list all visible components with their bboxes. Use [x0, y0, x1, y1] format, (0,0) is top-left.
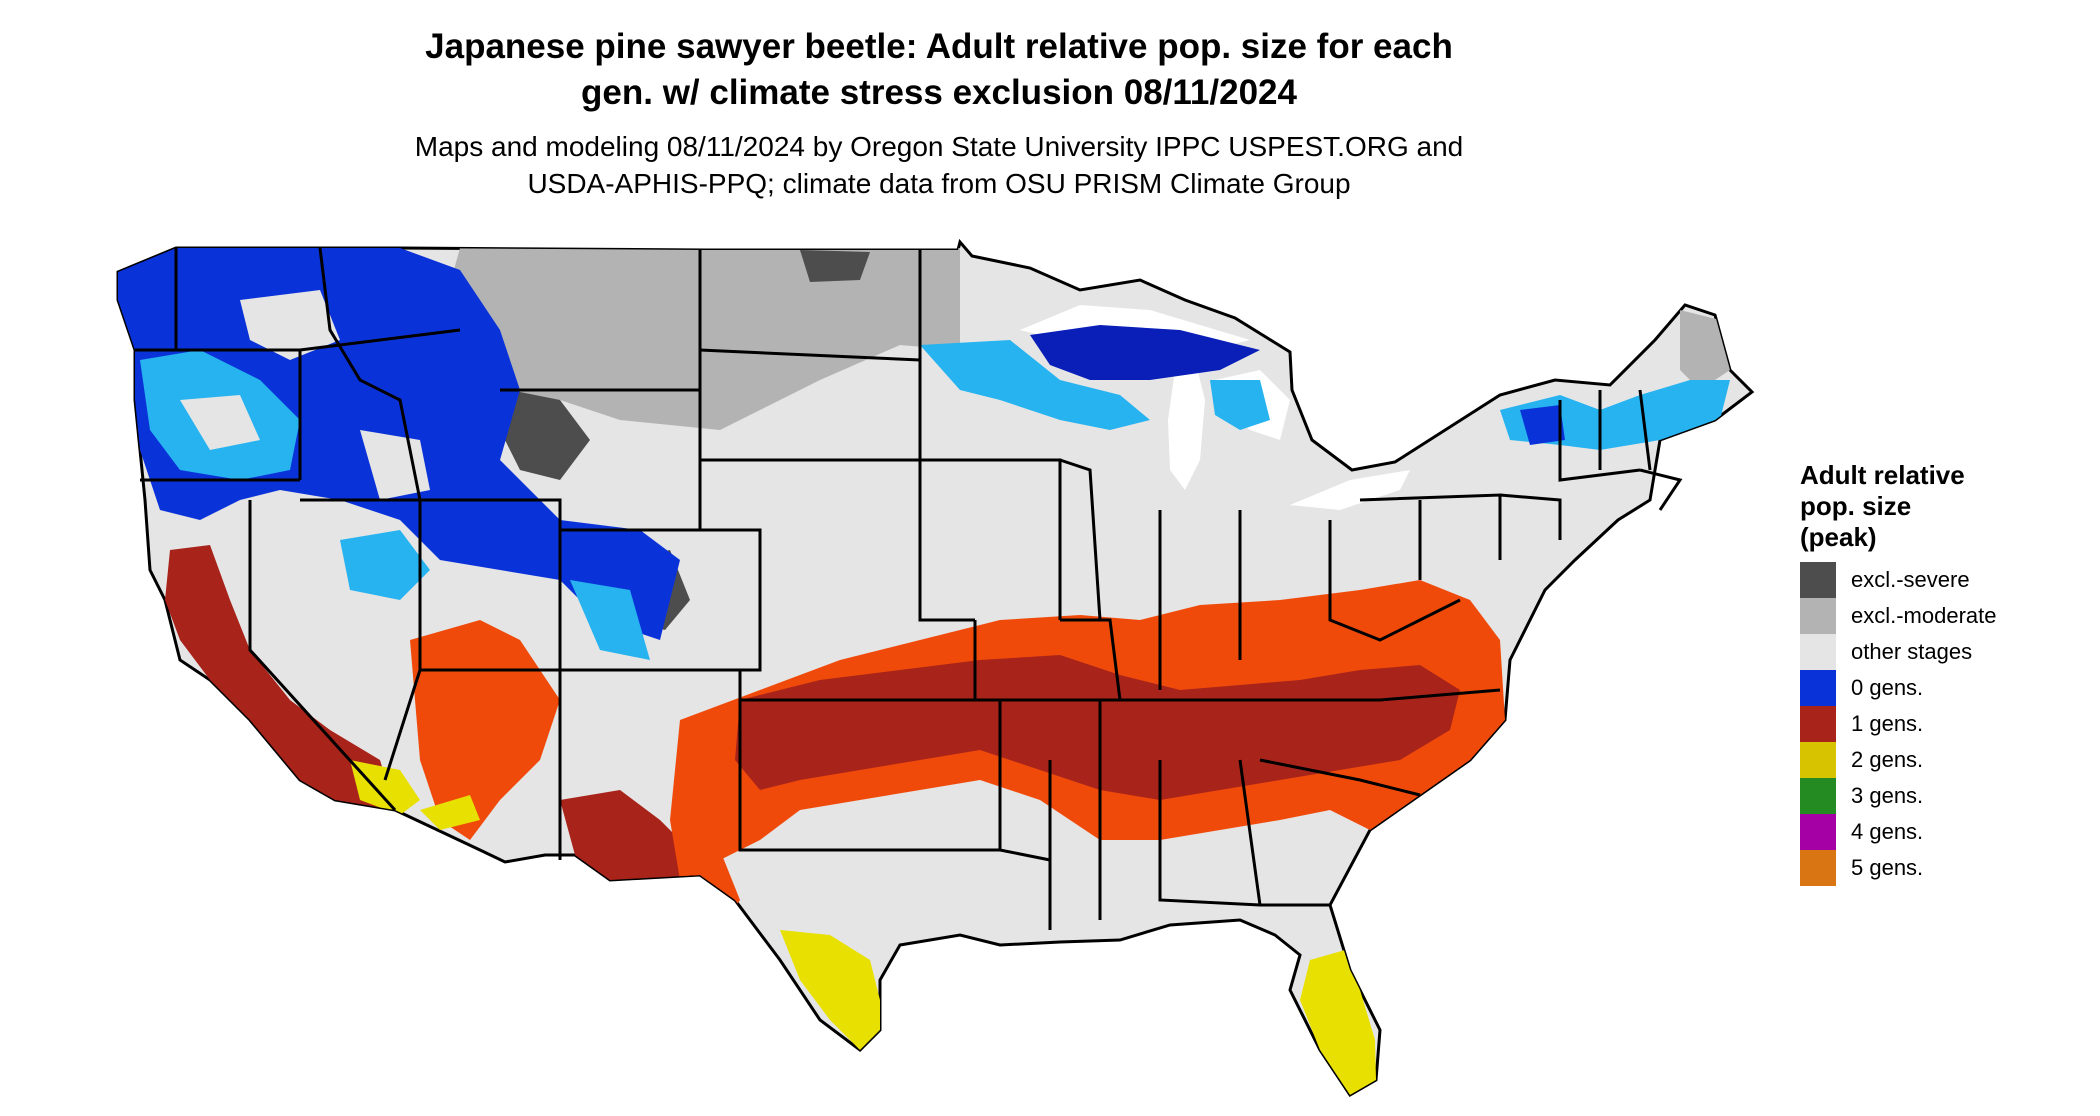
zone-two-gens-texas — [780, 930, 880, 1050]
legend-label: 1 gens. — [1851, 711, 1924, 736]
legend-swatch — [1800, 742, 1836, 778]
zone-zero-gens-adirondack — [1520, 405, 1565, 445]
legend-swatch — [1800, 598, 1836, 634]
legend-item: 5 gens. — [1800, 850, 2090, 886]
legend-swatch — [1800, 706, 1836, 742]
subtitle-line-2: USDA-APHIS-PPQ; climate data from OSU PR… — [527, 168, 1351, 199]
legend-item: 4 gens. — [1800, 814, 2090, 850]
legend-swatch — [1800, 778, 1836, 814]
legend-item: 0 gens. — [1800, 670, 2090, 706]
zone-other-nw-2 — [180, 395, 260, 450]
legend: Adult relative pop. size (peak) excl.-se… — [1800, 460, 2090, 886]
legend-label: 3 gens. — [1851, 783, 1924, 808]
legend-title-line-2: pop. size — [1800, 491, 1912, 521]
legend-item: 2 gens. — [1800, 742, 2090, 778]
zone-excl-severe-3 — [800, 250, 870, 282]
legend-title: Adult relative pop. size (peak) — [1800, 460, 2090, 553]
legend-item: excl.-moderate — [1800, 598, 2090, 634]
zone-two-gens-arizona — [350, 760, 420, 815]
title-line-2: gen. w/ climate stress exclusion 08/11/2… — [581, 73, 1297, 112]
legend-item: 1 gens. — [1800, 706, 2090, 742]
zone-other-nw-3 — [360, 430, 430, 500]
zone-zero-gens-lakes-light — [920, 340, 1150, 430]
legend-label: 4 gens. — [1851, 819, 1924, 844]
zone-two-gens-arizona-2 — [420, 795, 480, 830]
legend-swatch — [1800, 814, 1836, 850]
zone-zero-gens-michigan — [1210, 380, 1270, 430]
legend-item: excl.-severe — [1800, 562, 2090, 598]
legend-label: 2 gens. — [1851, 747, 1924, 772]
legend-swatch — [1800, 634, 1836, 670]
legend-swatch — [1800, 562, 1836, 598]
zone-excl-moderate-maine — [1680, 310, 1730, 390]
legend-item: 3 gens. — [1800, 778, 2090, 814]
legend-swatch — [1800, 850, 1836, 886]
zone-one-gen-sw-orange — [410, 620, 560, 840]
lake-erie — [1290, 470, 1410, 510]
zone-other-nw-1 — [240, 290, 340, 360]
zone-one-gen-california — [165, 545, 395, 810]
legend-title-line-3: (peak) — [1800, 522, 1877, 552]
lake-michigan — [1168, 360, 1205, 490]
legend-label: other stages — [1851, 639, 1973, 664]
zone-one-gen-nm — [560, 790, 700, 880]
subtitle-line-1: Maps and modeling 08/11/2024 by Oregon S… — [414, 131, 1464, 162]
zone-zero-gens-lakes-dark — [1030, 325, 1260, 380]
legend-item: other stages — [1800, 634, 2090, 670]
map-title: Japanese pine sawyer beetle: Adult relat… — [0, 24, 1878, 116]
legend-label: excl.-moderate — [1851, 603, 1997, 628]
zone-zero-gens-light-3 — [570, 580, 650, 660]
legend-label: 5 gens. — [1851, 855, 1924, 880]
state-borders — [135, 247, 1683, 930]
legend-swatch — [1800, 670, 1836, 706]
legend-title-line-1: Adult relative — [1800, 460, 1965, 490]
zone-two-gens-florida — [1300, 950, 1376, 1095]
zone-excl-severe-1 — [500, 390, 590, 480]
legend-label: 0 gens. — [1851, 675, 1924, 700]
map-subtitle: Maps and modeling 08/11/2024 by Oregon S… — [0, 128, 1878, 202]
zone-zero-gens-light-2 — [340, 530, 430, 600]
legend-label: excl.-severe — [1851, 567, 1970, 592]
title-line-1: Japanese pine sawyer beetle: Adult relat… — [425, 27, 1453, 66]
